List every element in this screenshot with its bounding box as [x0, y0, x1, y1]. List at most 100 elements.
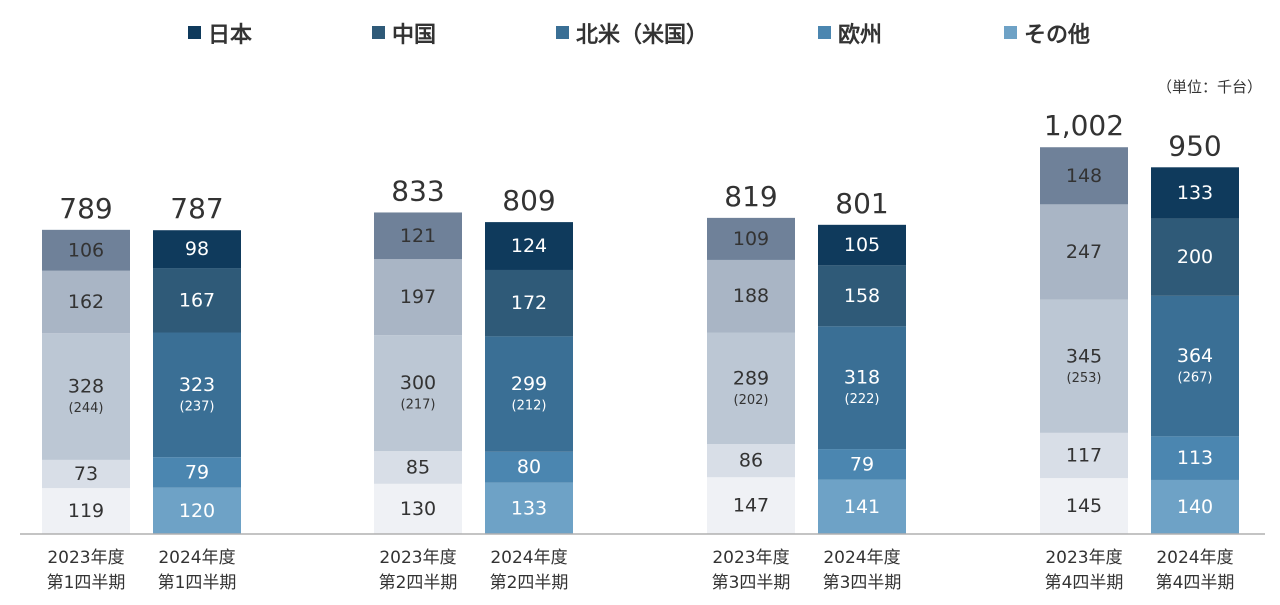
segment-value-label: 158: [844, 285, 880, 307]
legend-label-4: その他: [1024, 23, 1090, 48]
bar-total-label: 787: [170, 192, 223, 225]
legend-swatch-4: [1004, 26, 1017, 39]
x-tick-label-year: 2023年度: [379, 548, 456, 568]
bar-segment: [818, 479, 906, 534]
bar-segment: [1151, 218, 1239, 296]
bar-segment: [707, 477, 795, 534]
bar-segment: [374, 483, 462, 534]
bar-segment: [707, 217, 795, 260]
x-tick-label-quarter: 第4四半期: [1045, 573, 1124, 593]
bar-segment: [1040, 478, 1128, 534]
segment-value-label: 105: [844, 234, 880, 256]
segment-value-label: 85: [406, 456, 430, 478]
segment-value-label: 109: [733, 228, 769, 250]
segment-value-label: 364: [1177, 345, 1213, 367]
x-tick-label-quarter: 第4四半期: [1156, 573, 1235, 593]
segment-value-label: 197: [400, 286, 436, 308]
legend-swatch-3: [818, 26, 831, 39]
bar-segment: [153, 268, 241, 333]
bar-segment: [42, 488, 130, 534]
x-tick-label-year: 2023年度: [712, 548, 789, 568]
bar-segment: [42, 229, 130, 271]
segment-value-label: 133: [1177, 182, 1213, 204]
legend-label-0: 日本: [208, 23, 252, 48]
bar-segment: [153, 332, 241, 458]
bar-segment: [485, 336, 573, 452]
bar-segment: [818, 449, 906, 480]
x-tick-label-year: 2024年度: [158, 548, 235, 568]
segment-value-label: 117: [1066, 444, 1102, 466]
x-tick-label-year: 2024年度: [1156, 548, 1233, 568]
bar-segment: [1151, 295, 1239, 437]
legend-swatch-2: [556, 26, 569, 39]
segment-value-label: 300: [400, 372, 436, 394]
legend-swatch-0: [188, 26, 201, 39]
segment-sub-label: (244): [69, 401, 104, 416]
segment-sub-label: (222): [845, 392, 880, 407]
bar-total-label: 789: [59, 192, 112, 225]
bar-segment: [1151, 167, 1239, 219]
bar-segment: [374, 335, 462, 452]
x-tick-label-quarter: 第1四半期: [158, 573, 237, 593]
bar-segment: [1040, 299, 1128, 433]
bar-segment: [818, 224, 906, 266]
segment-value-label: 86: [739, 450, 763, 472]
bar-segment: [42, 459, 130, 489]
bar-segment: [42, 333, 130, 460]
x-tick-label-quarter: 第1四半期: [47, 573, 126, 593]
bar-segment: [485, 269, 573, 337]
bar-segment: [374, 451, 462, 484]
x-tick-label-quarter: 第2四半期: [490, 573, 569, 593]
segment-value-label: 121: [400, 225, 436, 247]
segment-value-label: 299: [511, 373, 547, 395]
segment-sub-label: (267): [1178, 371, 1213, 386]
legend-label-2: 北米（米国）: [576, 23, 708, 48]
bar-segment: [42, 270, 130, 334]
segment-value-label: 247: [1066, 241, 1102, 263]
segment-value-label: 113: [1177, 447, 1213, 469]
segment-value-label: 162: [68, 291, 104, 313]
segment-sub-label: (217): [401, 398, 436, 413]
segment-sub-label: (237): [180, 399, 215, 414]
segment-value-label: 106: [68, 239, 104, 261]
segment-value-label: 124: [511, 235, 547, 257]
bar-segment: [153, 230, 241, 269]
bar-segment: [153, 487, 241, 534]
bar-total-label: 819: [724, 180, 777, 213]
segment-value-label: 133: [511, 497, 547, 519]
segment-sub-label: (253): [1067, 371, 1102, 386]
x-tick-label-year: 2023年度: [47, 548, 124, 568]
x-tick-label-year: 2024年度: [823, 548, 900, 568]
bar-segment: [485, 482, 573, 534]
segment-value-label: 328: [68, 376, 104, 398]
bar-segment: [1040, 204, 1128, 300]
segment-value-label: 130: [400, 498, 436, 520]
bar-segment: [153, 457, 241, 488]
segment-value-label: 323: [179, 374, 215, 396]
bar-segment: [374, 259, 462, 336]
segment-value-label: 79: [185, 461, 209, 483]
bar-segment: [818, 326, 906, 450]
bar-total-label: 950: [1168, 129, 1221, 162]
segment-value-label: 79: [850, 453, 874, 475]
segment-value-label: 289: [733, 367, 769, 389]
bars: 119 73 328 (244) 162 106 789 120 79 323 (237) 167 98…: [42, 109, 1239, 534]
segment-value-label: 148: [1066, 165, 1102, 187]
segment-sub-label: (202): [734, 393, 769, 408]
legend-label-3: 欧州: [838, 22, 882, 48]
bar-segment: [1040, 147, 1128, 205]
segment-value-label: 318: [844, 367, 880, 389]
segment-value-label: 140: [1177, 496, 1213, 518]
segment-sub-label: (212): [512, 399, 547, 414]
x-tick-label-year: 2023年度: [1045, 548, 1122, 568]
bar-total-label: 801: [835, 187, 888, 220]
bar-segment: [818, 265, 906, 327]
bar-total-label: 1,002: [1044, 109, 1124, 142]
segment-value-label: 141: [844, 496, 880, 518]
unit-label: （単位：千台）: [1157, 78, 1262, 96]
segment-value-label: 345: [1066, 345, 1102, 367]
segment-value-label: 119: [68, 500, 104, 522]
segment-value-label: 147: [733, 495, 769, 517]
